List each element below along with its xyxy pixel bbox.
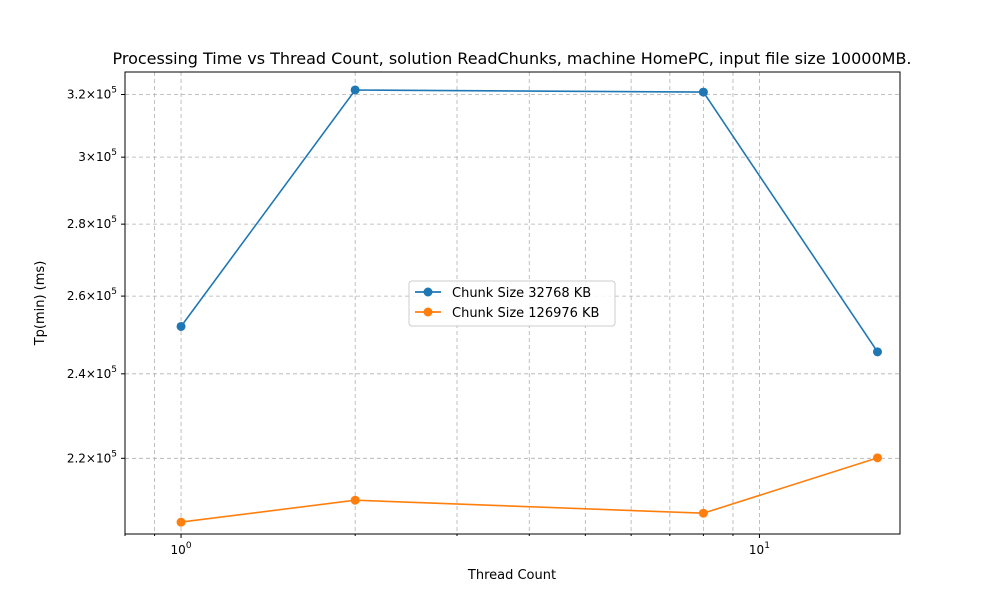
series-line-0 bbox=[180, 89, 879, 353]
grid-lines bbox=[124, 72, 900, 534]
y-tick-label: 2.6×105 bbox=[67, 287, 117, 303]
x-tick-label: 100 bbox=[171, 541, 192, 557]
legend-box bbox=[408, 280, 616, 327]
y-tick-label: 2.8×105 bbox=[67, 215, 117, 231]
data-point-1-2 bbox=[698, 508, 708, 518]
data-point-1-0 bbox=[176, 517, 186, 527]
data-point-0-2 bbox=[698, 87, 708, 97]
y-axis-label: Tp(min) (ms) bbox=[33, 261, 48, 347]
data-point-0-3 bbox=[872, 347, 882, 357]
series-line-1 bbox=[181, 457, 878, 523]
y-tick-label: 2.2×105 bbox=[67, 449, 117, 465]
axis-ticks: 100 101 2.2×105 2.4×105 2.6×105 2.8×105 3×105 3… bbox=[67, 85, 770, 557]
series-lines bbox=[176, 85, 882, 527]
legend-label-0: Chunk Size 32768 KB bbox=[452, 286, 591, 301]
y-tick-label: 2.4×105 bbox=[67, 365, 117, 381]
data-point-1-3 bbox=[872, 453, 882, 463]
y-tick-label: 3×105 bbox=[78, 148, 117, 164]
x-tick-label: 101 bbox=[749, 541, 770, 557]
data-point-1-1 bbox=[350, 495, 360, 505]
legend-marker-1 bbox=[423, 307, 433, 317]
data-point-0-0 bbox=[176, 321, 186, 331]
chart-title: Processing Time vs Thread Count, solutio… bbox=[112, 49, 911, 68]
x-axis-label: Thread Count bbox=[467, 568, 556, 583]
legend-marker-0 bbox=[423, 287, 433, 297]
plot-frame bbox=[124, 71, 901, 535]
legend-label-1: Chunk Size 126976 KB bbox=[452, 306, 599, 321]
y-tick-label: 3.2×105 bbox=[67, 85, 117, 101]
legend: Chunk Size 32768 KB Chunk Size 126976 KB bbox=[408, 280, 616, 327]
data-point-0-1 bbox=[350, 85, 360, 95]
